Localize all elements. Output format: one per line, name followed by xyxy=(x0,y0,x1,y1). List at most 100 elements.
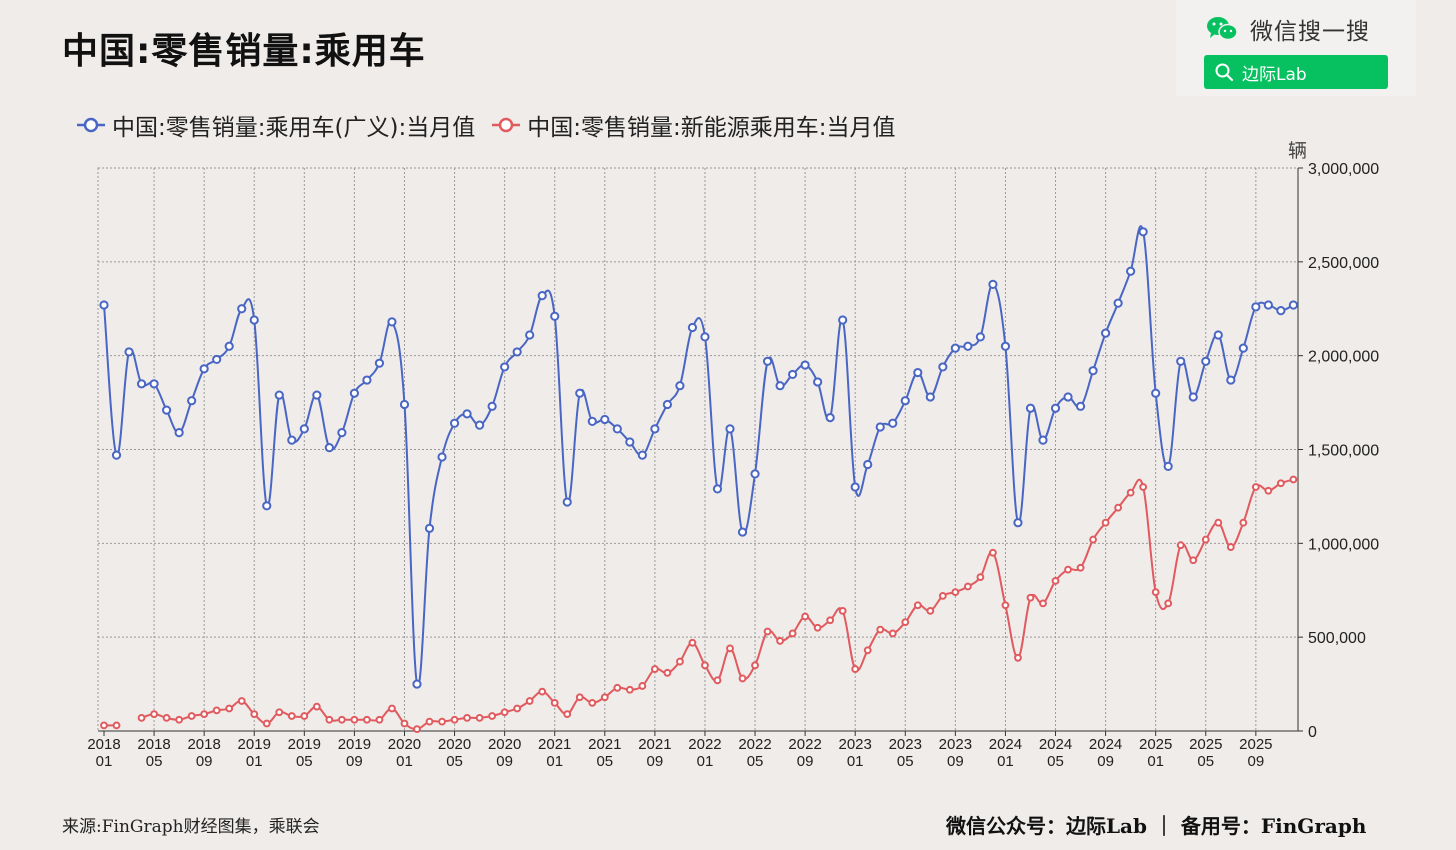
point-nev xyxy=(1239,518,1248,527)
point-total xyxy=(825,412,835,423)
x-tick-label: 2020 05 xyxy=(438,736,471,770)
x-tick-label: 2021 09 xyxy=(638,736,671,770)
point-total xyxy=(449,418,460,428)
series-line-nev xyxy=(141,478,1294,731)
point-nev xyxy=(1139,483,1148,491)
point-nev xyxy=(713,676,722,685)
point-nev xyxy=(676,657,684,666)
point-total xyxy=(650,424,660,434)
wechat-search-button[interactable]: 边际Lab xyxy=(1204,55,1388,89)
point-nev xyxy=(563,710,572,719)
point-total xyxy=(925,392,935,402)
y-tick-label: 1,500,000 xyxy=(1308,443,1379,460)
point-nev xyxy=(225,704,234,713)
point-nev xyxy=(976,573,985,582)
point-total xyxy=(475,420,485,430)
point-total xyxy=(1251,302,1261,312)
point-total xyxy=(1226,375,1236,385)
point-total xyxy=(287,435,297,445)
point-total xyxy=(612,424,622,434)
point-nev xyxy=(1176,541,1185,550)
point-total xyxy=(800,360,810,370)
point-total xyxy=(312,390,322,400)
point-nev xyxy=(550,698,559,707)
wechat-icon xyxy=(1207,17,1238,41)
y-tick-label: 2,000,000 xyxy=(1308,349,1379,366)
x-tick-label: 2023 09 xyxy=(939,736,972,770)
point-total xyxy=(637,450,647,460)
wechat-search-label: 微信搜一搜 xyxy=(1250,19,1370,45)
point-total xyxy=(700,332,710,342)
x-tick-label: 2025 09 xyxy=(1239,736,1272,770)
point-total xyxy=(950,343,960,353)
point-nev xyxy=(287,712,296,720)
x-tick-label: 2020 09 xyxy=(488,736,521,770)
point-total xyxy=(1063,392,1073,402)
point-total xyxy=(212,354,222,365)
point-total xyxy=(187,396,197,406)
point-total xyxy=(1025,403,1036,413)
point-total xyxy=(162,405,172,415)
point-nev xyxy=(363,715,371,724)
x-tick-label: 2025 01 xyxy=(1139,736,1172,770)
point-total xyxy=(1151,388,1161,398)
point-nev xyxy=(212,706,221,715)
legend: 中国:零售销量:乘用车(广义):当月值 中国:零售销量:新能源乘用车:当月值 xyxy=(76,108,911,142)
point-total xyxy=(1176,356,1186,366)
point-nev xyxy=(776,637,784,645)
point-nev xyxy=(625,685,634,694)
point-nev xyxy=(250,710,259,719)
point-total xyxy=(1075,401,1086,411)
point-total xyxy=(1263,300,1273,310)
point-total xyxy=(1088,366,1098,376)
point-nev xyxy=(450,715,459,724)
point-total xyxy=(888,418,898,428)
y-tick-label: 0 xyxy=(1308,724,1317,741)
point-total xyxy=(1000,341,1011,351)
point-total xyxy=(788,369,798,380)
point-nev xyxy=(187,712,196,720)
point-nev xyxy=(826,616,835,625)
point-total xyxy=(1050,403,1061,413)
point-nev xyxy=(488,712,497,720)
point-total xyxy=(1126,266,1136,276)
point-total xyxy=(1188,392,1198,402)
point-nev xyxy=(1251,483,1260,491)
point-total xyxy=(850,482,860,492)
point-nev xyxy=(150,710,158,719)
point-nev xyxy=(1076,563,1085,572)
point-total xyxy=(1238,343,1248,353)
point-total xyxy=(274,390,284,400)
point-nev xyxy=(763,627,772,636)
point-total xyxy=(399,399,410,410)
point-total xyxy=(762,356,773,366)
legend-item-total[interactable]: 中国:零售销量:乘用车(广义):当月值 xyxy=(76,108,475,142)
point-nev xyxy=(801,612,810,621)
point-total xyxy=(662,399,673,410)
point-total xyxy=(687,322,698,333)
point-nev xyxy=(337,715,346,724)
x-tick-label: 2022 05 xyxy=(738,736,771,770)
point-total xyxy=(913,367,923,378)
point-nev xyxy=(863,646,872,655)
point-total xyxy=(500,362,510,372)
legend-label-nev: 中国:零售销量:新能源乘用车:当月值 xyxy=(527,115,896,141)
point-nev xyxy=(738,674,747,683)
point-nev xyxy=(951,588,960,597)
point-nev xyxy=(438,717,446,726)
point-nev xyxy=(663,668,672,677)
x-tick-label: 2021 05 xyxy=(588,736,621,770)
point-nev xyxy=(112,721,121,730)
point-nev xyxy=(838,606,847,615)
point-total xyxy=(224,341,234,351)
point-total xyxy=(512,347,522,357)
point-nev xyxy=(1226,543,1235,551)
point-total xyxy=(487,401,497,411)
point-nev xyxy=(613,683,622,692)
x-tick-label: 2024 01 xyxy=(989,736,1022,770)
legend-marker-total xyxy=(77,117,105,133)
point-nev xyxy=(1189,556,1198,565)
point-nev xyxy=(237,697,246,705)
legend-item-nev[interactable]: 中国:零售销量:新能源乘用车:当月值 xyxy=(491,108,895,142)
